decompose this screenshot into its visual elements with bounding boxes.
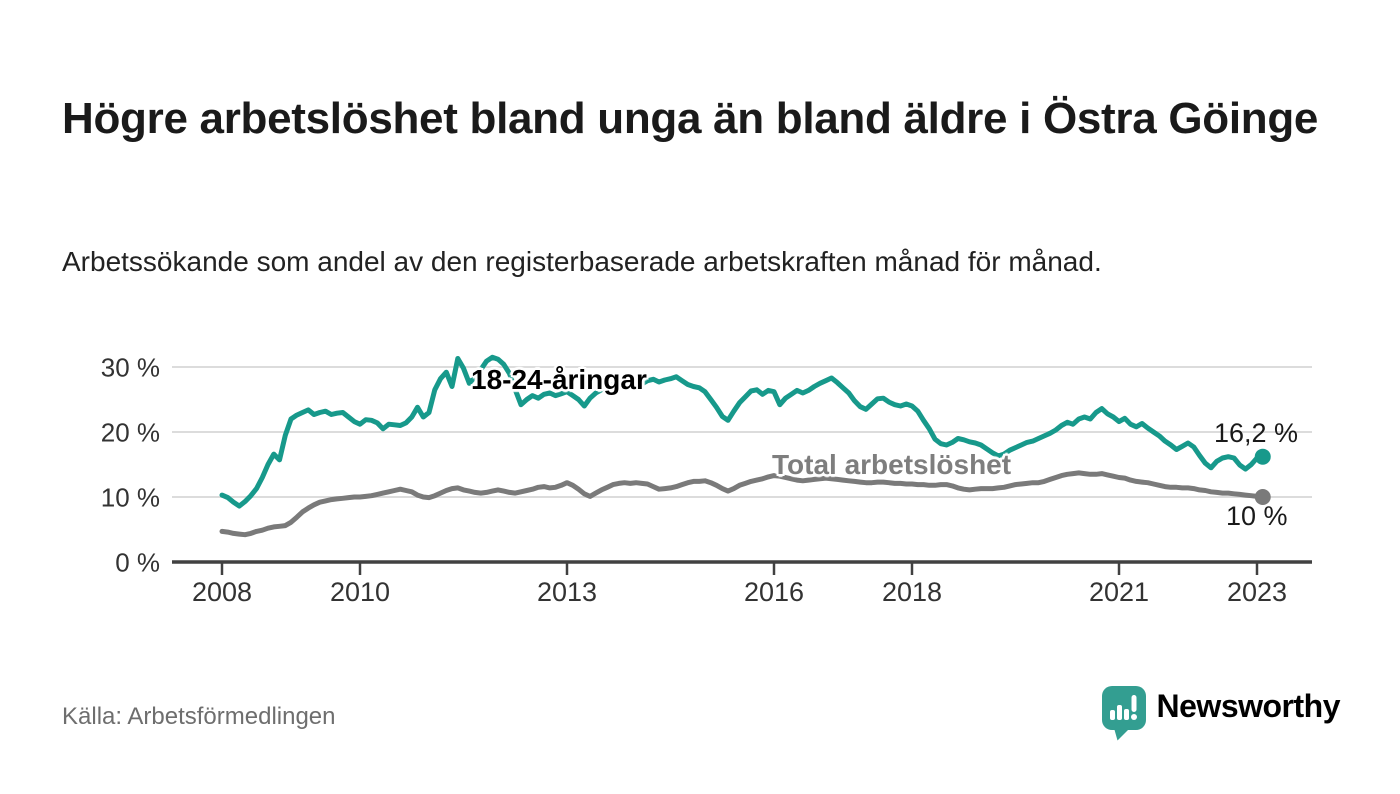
end-value-label-youth: 16,2 % — [1214, 418, 1299, 448]
newsworthy-logo: Newsworthy — [1101, 686, 1341, 741]
line-chart: 0 % 10 % 20 % 30 % 2008 2010 2013 2016 2018 2021 2… — [101, 353, 1312, 607]
end-dot-total — [1254, 489, 1271, 505]
y-tick-label-0: 0 % — [115, 548, 160, 578]
x-tick-label-2010: 2010 — [330, 577, 390, 607]
series-line-youth — [219, 354, 1266, 509]
end-dot-youth — [1254, 448, 1271, 465]
y-tick-label-30: 30 % — [101, 353, 160, 383]
newsworthy-wordmark: Newsworthy — [1156, 688, 1341, 724]
y-tick-label-20: 20 % — [101, 418, 160, 448]
page-title: Högre arbetslöshet bland unga än bland ä… — [62, 94, 1319, 144]
series-label-total: Total arbetslöshet — [772, 449, 1012, 480]
x-tick-label-2016: 2016 — [744, 577, 804, 607]
newsworthy-bubble-icon — [1101, 686, 1146, 741]
x-tick-label-2008: 2008 — [192, 577, 252, 607]
x-tick-label-2013: 2013 — [537, 577, 597, 607]
x-tick-label-2021: 2021 — [1089, 577, 1149, 607]
series-label-youth: 18-24-åringar — [471, 364, 647, 395]
chart-subtitle: Arbetssökande som andel av den registerb… — [62, 246, 1102, 277]
series-line-total — [219, 470, 1266, 538]
x-tick-label-2018: 2018 — [882, 577, 942, 607]
y-tick-label-10: 10 % — [101, 483, 160, 513]
end-value-label-total: 10 % — [1226, 501, 1288, 531]
x-tick-label-2023: 2023 — [1227, 577, 1287, 607]
source-note: Källa: Arbetsförmedlingen — [62, 703, 336, 730]
